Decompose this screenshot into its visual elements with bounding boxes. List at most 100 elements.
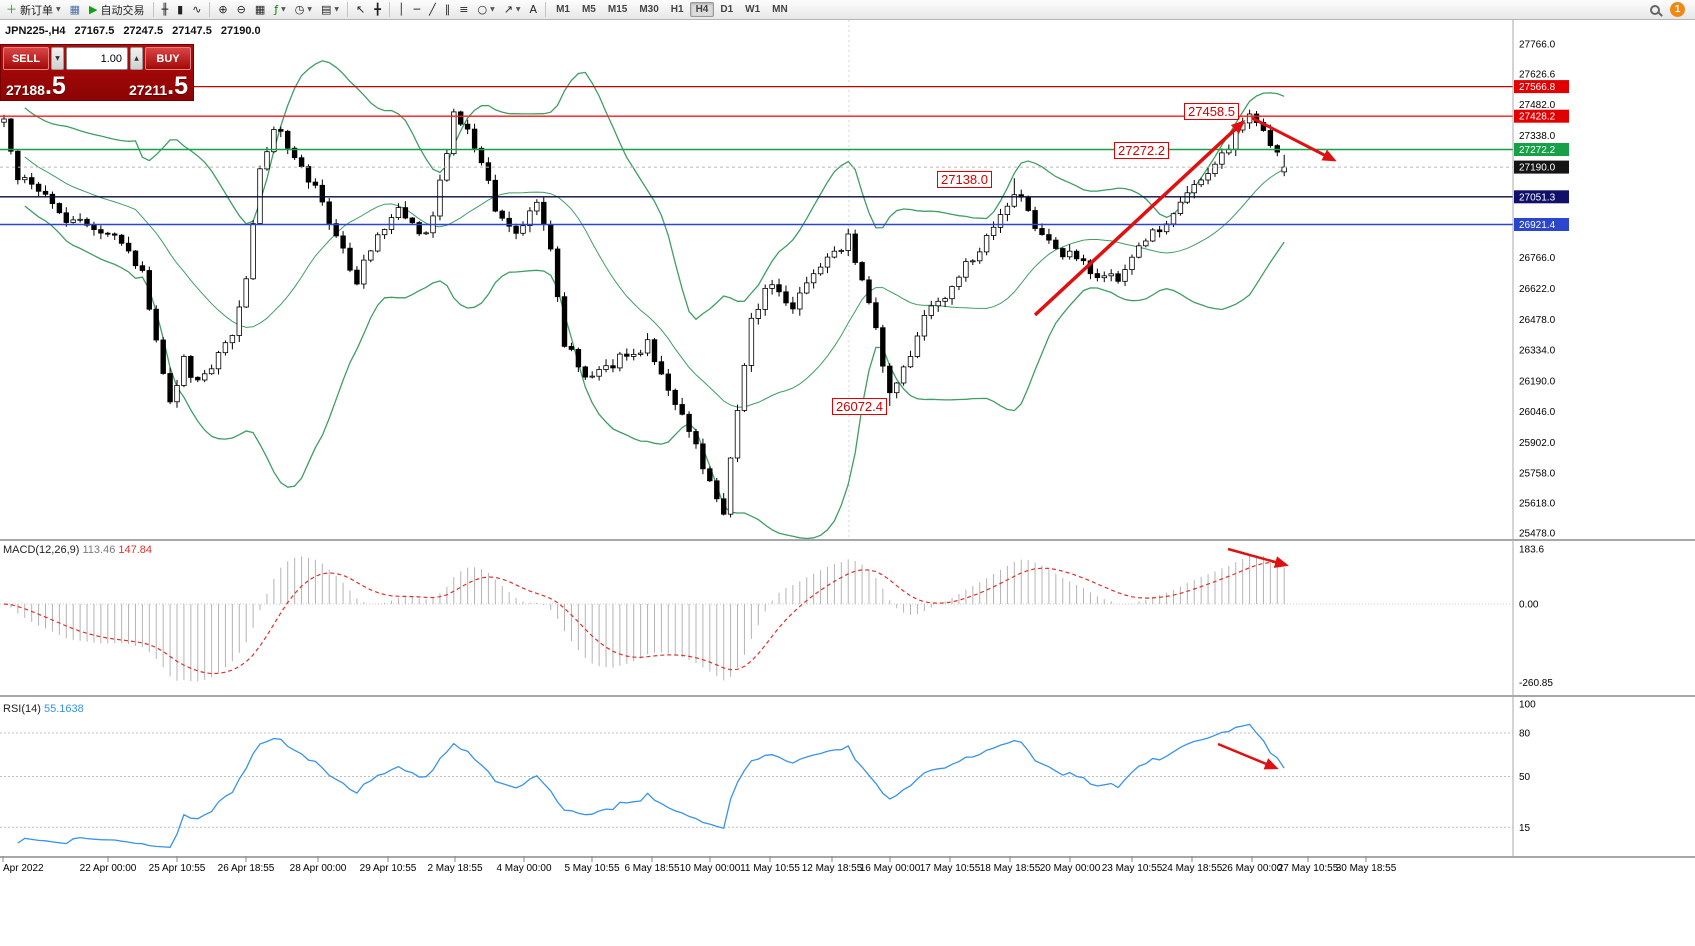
svg-text:27051.3: 27051.3 xyxy=(1519,192,1556,203)
timeframe-m30-button[interactable]: M30 xyxy=(639,4,659,15)
timeframe-m1-button[interactable]: M1 xyxy=(556,4,570,15)
svg-text:26190.0: 26190.0 xyxy=(1519,376,1556,387)
new-order-button[interactable]: ＋新订单 ▼ xyxy=(2,1,65,19)
cursor-icon: ↖ xyxy=(356,3,366,16)
svg-text:26766.0: 26766.0 xyxy=(1519,253,1556,264)
svg-text:15: 15 xyxy=(1519,823,1531,834)
svg-text:10 May 00:00: 10 May 00:00 xyxy=(680,863,741,874)
svg-text:16 May 00:00: 16 May 00:00 xyxy=(860,863,921,874)
svg-text:11 May 10:55: 11 May 10:55 xyxy=(740,863,800,874)
toolbar-separator xyxy=(152,2,154,17)
lot-size-input[interactable]: 1.00 xyxy=(66,47,128,70)
price-callout: 27458.5 xyxy=(1184,103,1239,120)
notification-badge[interactable]: 1 xyxy=(1670,2,1685,17)
svg-text:-260.85: -260.85 xyxy=(1519,678,1553,689)
zoom-out-icon: ⊖ xyxy=(236,3,246,16)
svg-text:25758.0: 25758.0 xyxy=(1519,469,1556,480)
svg-text:0.00: 0.00 xyxy=(1519,600,1539,611)
svg-text:22 Apr 00:00: 22 Apr 00:00 xyxy=(80,863,137,874)
equidistant-channel-icon: ∥ xyxy=(444,3,451,16)
chart-window[interactable]: 27766.0 27626.6 27482.0 27338.0 26766.0 26622… xyxy=(0,20,1695,946)
timeframe-switcher: M1 M5 M15 M30 H1 H4 D1 W1 MN xyxy=(550,2,794,17)
candlestick-chart-type-button[interactable]: ▮ xyxy=(173,1,187,19)
buy-button[interactable]: BUY xyxy=(145,47,191,70)
timeframe-m15-button[interactable]: M15 xyxy=(607,4,628,15)
svg-text:183.6: 183.6 xyxy=(1519,544,1544,555)
trendline-button[interactable]: ╱ xyxy=(425,1,440,19)
crosshair-button[interactable]: ╋ xyxy=(370,1,385,19)
shapes-icon: ○ xyxy=(477,3,488,16)
svg-text:25902.0: 25902.0 xyxy=(1519,438,1556,449)
svg-text:Apr 2022: Apr 2022 xyxy=(3,863,44,874)
candlestick-chart-type-icon: ▮ xyxy=(177,3,184,16)
line-chart-type-icon: ∿ xyxy=(192,3,202,16)
new-order-icon: ＋ xyxy=(6,3,17,16)
timeframe-h4-button[interactable]: H4 xyxy=(689,2,715,17)
text-label-button[interactable]: A xyxy=(526,1,542,19)
tile-windows-button[interactable]: ▦ xyxy=(251,1,269,19)
chart-windows-button[interactable]: ▦ xyxy=(66,1,84,19)
price-chart-canvas[interactable]: 27766.0 27626.6 27482.0 27338.0 26766.0 26622… xyxy=(0,20,1695,946)
svg-text:100: 100 xyxy=(1519,700,1536,711)
svg-text:29 Apr 10:55: 29 Apr 10:55 xyxy=(360,863,417,874)
svg-text:28 Apr 00:00: 28 Apr 00:00 xyxy=(290,863,347,874)
svg-text:20 May 00:00: 20 May 00:00 xyxy=(1040,863,1101,874)
auto-trading-button-label: 自动交易 xyxy=(100,4,145,17)
vertical-line-button[interactable]: │ xyxy=(394,1,409,19)
templates-button[interactable]: ▤ ▼ xyxy=(317,1,343,19)
buy-price-main: 27211 xyxy=(128,82,168,98)
svg-text:26478.0: 26478.0 xyxy=(1519,315,1556,326)
chart-windows-icon: ▦ xyxy=(69,3,81,16)
toolbar-separator xyxy=(388,2,390,17)
buy-price[interactable]: 27211 .5 xyxy=(129,74,188,99)
zoom-out-button[interactable]: ⊖ xyxy=(233,1,250,19)
zoom-in-button[interactable]: ⊕ xyxy=(214,1,231,19)
cursor-button[interactable]: ↖ xyxy=(352,1,369,19)
lot-decrease-button[interactable]: ▼ xyxy=(51,47,64,70)
ohlc-open: 27167.5 xyxy=(74,25,115,37)
lot-increase-button[interactable]: ▲ xyxy=(130,47,143,70)
vertical-line-icon: │ xyxy=(397,3,405,16)
svg-text:27190.0: 27190.0 xyxy=(1519,163,1556,174)
fibonacci-button[interactable]: ≡ xyxy=(455,1,472,19)
new-order-button-label: 新订单 xyxy=(20,4,53,17)
svg-text:5 May 10:55: 5 May 10:55 xyxy=(564,863,619,874)
svg-text:26334.0: 26334.0 xyxy=(1519,346,1556,357)
equidistant-channel-button[interactable]: ∥ xyxy=(441,1,455,19)
crosshair-icon: ╋ xyxy=(374,3,381,16)
timeframe-h1-button[interactable]: H1 xyxy=(670,4,684,15)
auto-trading-button[interactable]: ▶ 自动交易 xyxy=(85,1,148,19)
bar-chart-type-icon: ╫ xyxy=(161,3,169,16)
bar-chart-type-button[interactable]: ╫ xyxy=(158,1,173,19)
sell-button[interactable]: SELL xyxy=(3,47,49,70)
svg-text:26046.0: 26046.0 xyxy=(1519,407,1556,418)
search-icon[interactable] xyxy=(1650,4,1660,15)
svg-text:25 Apr 10:55: 25 Apr 10:55 xyxy=(149,863,206,874)
indicators-icon: ƒ xyxy=(274,3,279,16)
periods-button[interactable]: ◷ ▼ xyxy=(291,1,316,19)
horizontal-line-button[interactable]: ─ xyxy=(409,1,424,19)
sell-price[interactable]: 27188 .5 xyxy=(6,74,66,99)
chart-ohlc-readout: JPN225-,H4 27167.5 27247.5 27147.5 27190… xyxy=(5,25,261,37)
indicators-button[interactable]: ƒ ▼ xyxy=(270,1,290,19)
svg-text:25478.0: 25478.0 xyxy=(1519,529,1556,540)
caret-down-icon: ▼ xyxy=(515,6,521,13)
line-chart-type-button[interactable]: ∿ xyxy=(188,1,205,19)
timeframe-w1-button[interactable]: W1 xyxy=(745,4,761,15)
arrows-button[interactable]: ↗ ▼ xyxy=(500,1,525,19)
timeframe-m5-button[interactable]: M5 xyxy=(581,4,596,15)
buy-price-pips: .5 xyxy=(167,72,188,100)
svg-text:25618.0: 25618.0 xyxy=(1519,499,1556,510)
svg-text:27482.0: 27482.0 xyxy=(1519,100,1556,111)
timeframe-d1-button[interactable]: D1 xyxy=(720,4,734,15)
svg-text:30 May 18:55: 30 May 18:55 xyxy=(1336,863,1397,874)
main-toolbar: ＋新订单 ▼ ▦ ▶ 自动交易 ╫ ▮ ∿ ⊕ ⊖ ▦ ƒ ▼ ◷ ▼ ▤ ▼ ↖ ╋ │ ─ ╱ ∥ ≡ ○ ▼ ↗ ▼ A M1 M5 M… xyxy=(0,0,1695,20)
auto-trading-icon: ▶ xyxy=(89,3,98,16)
svg-text:27272.2: 27272.2 xyxy=(1519,145,1556,156)
tile-windows-icon: ▦ xyxy=(254,3,266,16)
timeframe-mn-button[interactable]: MN xyxy=(772,4,788,15)
sell-price-main: 27188 xyxy=(6,82,45,98)
shapes-button[interactable]: ○ ▼ xyxy=(473,1,498,19)
text-label-icon: A xyxy=(529,3,538,16)
svg-text:12 May 18:55: 12 May 18:55 xyxy=(802,863,863,874)
